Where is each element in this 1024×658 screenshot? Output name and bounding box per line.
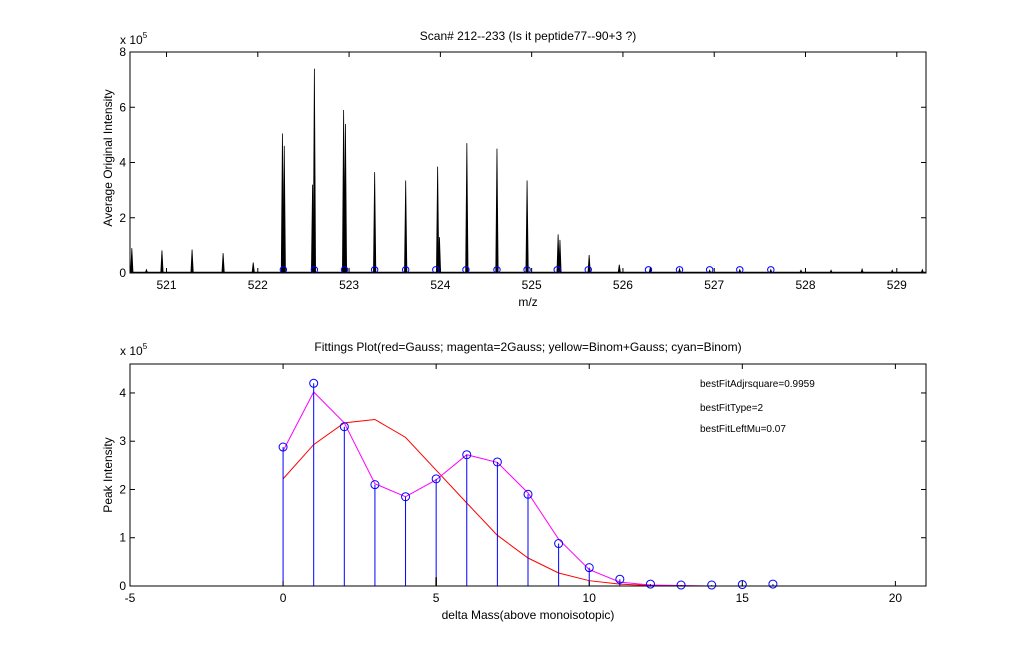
spectrum-y-multiplier: x 105 — [120, 31, 148, 47]
fittings-x-tick-label: 5 — [433, 591, 440, 605]
fittings-x-tick-label: 20 — [889, 591, 903, 605]
spectrum-y-tick-label: 6 — [119, 100, 126, 114]
peak-marker — [554, 539, 564, 549]
fittings-series — [278, 378, 778, 590]
fittings-y-exponent: 5 — [143, 342, 148, 351]
peak-marker — [615, 574, 625, 584]
peak-marker — [707, 580, 717, 590]
spectrum-axes-box — [129, 51, 927, 274]
peak-marker — [492, 457, 502, 467]
fittings-y-axis-label: Peak Intensity — [101, 437, 115, 512]
spectrum-y-tick-label: 4 — [119, 156, 126, 170]
peak-marker — [737, 580, 747, 590]
spectrum-x-axis-label: m/z — [518, 295, 537, 309]
spectrum-x-tick-label: 522 — [248, 278, 268, 292]
spectrum-markers — [279, 266, 775, 274]
fittings-x-tick-label: -5 — [125, 591, 136, 605]
spectrum-x-tick-label: 527 — [704, 278, 724, 292]
peak-marker — [431, 474, 441, 484]
fittings-x-ticks: -5 0 5 10 15 20 — [125, 364, 903, 605]
fittings-x-tick-label: 0 — [280, 591, 287, 605]
spectrum-x-ticks: 521 522 523 524 525 526 527 528 529 — [156, 52, 907, 292]
spectrum-x-tick-label: 526 — [613, 278, 633, 292]
spectrum-x-tick-label: 521 — [156, 278, 176, 292]
peak-marker — [645, 579, 655, 589]
spectrum-y-multiplier-base: x 10 — [120, 33, 143, 47]
fittings-y-multiplier: x 105 — [120, 342, 148, 358]
spectrum-x-tick-label: 523 — [339, 278, 359, 292]
spectrum-x-tick-label: 528 — [795, 278, 815, 292]
fittings-y-tick-label: 3 — [119, 434, 126, 448]
spectrum-x-tick-label: 524 — [430, 278, 450, 292]
fittings-y-tick-label: 2 — [119, 482, 126, 496]
fittings-x-axis-label: delta Mass(above monoisotopic) — [442, 608, 615, 622]
annotation-best-fit-type: bestFitType=2 — [700, 403, 764, 414]
peak-marker — [401, 492, 411, 502]
peak-marker — [523, 489, 533, 499]
peak-marker — [339, 422, 349, 432]
spectrum-y-tick-label: 0 — [119, 266, 126, 280]
spectrum-y-exponent: 5 — [143, 31, 148, 40]
peak-marker — [676, 580, 686, 590]
fittings-axes-box — [129, 363, 927, 587]
peak-marker — [278, 442, 288, 452]
peak-marker — [370, 480, 380, 490]
fittings-x-tick-label: 10 — [583, 591, 597, 605]
fittings-y-ticks: 0 1 2 3 4 — [119, 386, 926, 593]
spectrum-panel: Scan# 212--233 (Is it peptide77--90+3 ?)… — [101, 29, 927, 309]
fittings-y-tick-label: 1 — [119, 531, 126, 545]
spectrum-y-axis-label: Average Original Intensity — [101, 89, 115, 226]
spectrum-y-tick-label: 2 — [119, 211, 126, 225]
fittings-panel: Fittings Plot(red=Gauss; magenta=2Gauss;… — [101, 340, 927, 622]
peak-marker — [462, 450, 472, 460]
fittings-y-tick-label: 0 — [119, 579, 126, 593]
spectrum-title: Scan# 212--233 (Is it peptide77--90+3 ?) — [420, 29, 636, 43]
peak-marker — [768, 579, 778, 589]
fittings-y-multiplier-base: x 10 — [120, 344, 143, 358]
fittings-annotations: bestFitAdjrsquare=0.9959 bestFitType=2 b… — [700, 379, 815, 435]
annotation-best-fit-adjrsquare: bestFitAdjrsquare=0.9959 — [700, 379, 815, 390]
annotation-best-fit-left-mu: bestFitLeftMu=0.07 — [700, 424, 786, 435]
spectrum-y-tick-label: 8 — [119, 45, 126, 59]
peak-marker — [584, 563, 594, 573]
fittings-title: Fittings Plot(red=Gauss; magenta=2Gauss;… — [314, 340, 741, 354]
spectrum-x-tick-label: 529 — [887, 278, 907, 292]
spectrum-x-tick-label: 525 — [522, 278, 542, 292]
fittings-x-tick-label: 15 — [736, 591, 750, 605]
fittings-y-tick-label: 4 — [119, 386, 126, 400]
peak-marker — [309, 378, 319, 388]
